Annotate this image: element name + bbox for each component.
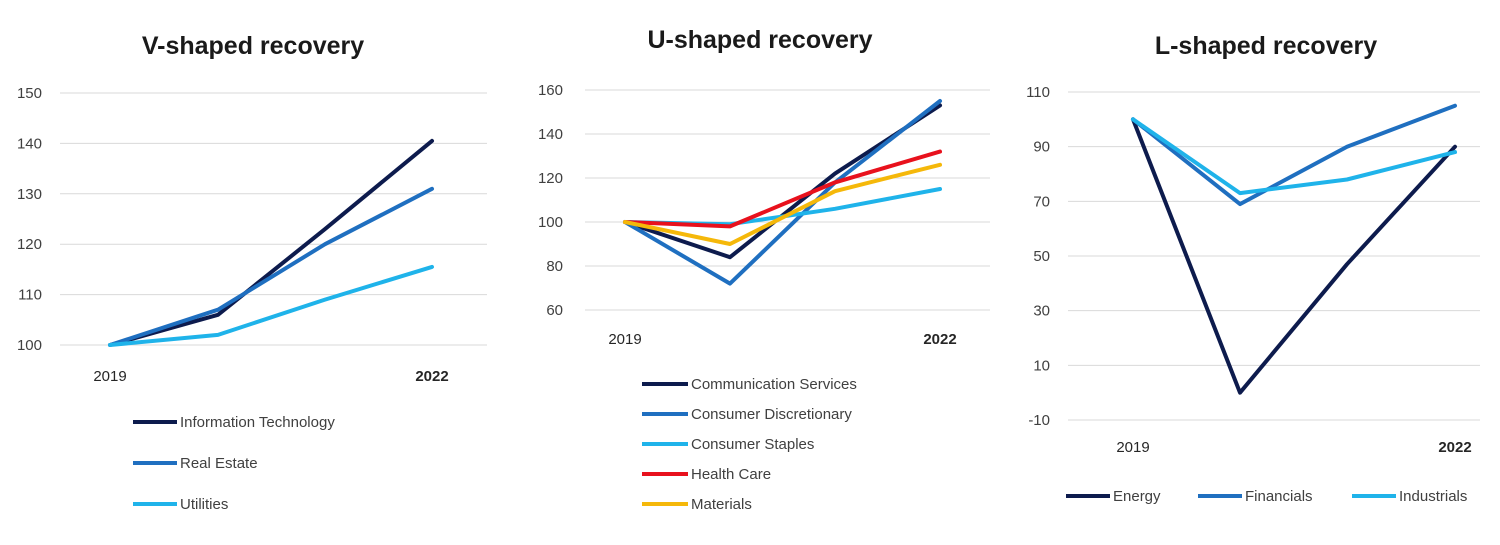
chart-1-legend: Information Technology Real Estate Utiliti… bbox=[133, 414, 335, 513]
chart-1-title: V-shaped recovery bbox=[142, 32, 364, 60]
chart-1-v-shaped-recovery: V-shaped recovery 100 110 120 130 140 150 2019 2… bbox=[17, 32, 487, 513]
chart-3-legend-label-financials: Financials bbox=[1245, 488, 1313, 505]
chart-3-y-tick-label: 70 bbox=[1033, 193, 1050, 210]
chart-2-y-tick-label: 160 bbox=[538, 82, 563, 99]
chart-3-x-tick-label: 2019 bbox=[1116, 439, 1149, 456]
chart-3-legend-label-industrials: Industrials bbox=[1399, 488, 1467, 505]
chart-3-series-energy bbox=[1131, 117, 1457, 395]
chart-2-series-consumer-discretionary bbox=[623, 99, 942, 286]
chart-1-y-tick-label: 140 bbox=[17, 135, 42, 152]
chart-2-y-tick-label: 140 bbox=[538, 126, 563, 143]
chart-2-series-materials bbox=[623, 162, 942, 246]
chart-2-series-health-care bbox=[623, 149, 942, 229]
chart-3-y-tick-label: 110 bbox=[1026, 84, 1050, 101]
chart-2-u-shaped-recovery: U-shaped recovery 60 80 100 120 140 160 2019 202… bbox=[538, 26, 990, 513]
chart-2-x-tick-label: 2022 bbox=[923, 331, 956, 348]
chart-3-y-tick-label: 50 bbox=[1033, 248, 1050, 265]
chart-3-y-tick-label: 90 bbox=[1033, 139, 1050, 156]
chart-3-title: L-shaped recovery bbox=[1155, 32, 1377, 60]
chart-3-legend: Energy Financials Industrials bbox=[1066, 488, 1467, 505]
chart-1-x-tick-label: 2019 bbox=[93, 368, 126, 385]
chart-1-x-tick-label: 2022 bbox=[415, 368, 448, 385]
chart-2-legend-label-communication-services: Communication Services bbox=[691, 376, 857, 393]
chart-2-legend: Communication Services Consumer Discretio… bbox=[642, 376, 857, 513]
chart-2-y-tick-label: 60 bbox=[546, 302, 563, 319]
chart-1-legend-label-information-technology: Information Technology bbox=[180, 414, 335, 431]
chart-2-legend-label-health-care: Health Care bbox=[691, 466, 771, 483]
chart-3-legend-label-energy: Energy bbox=[1113, 488, 1161, 505]
chart-3-y-tick-label: 30 bbox=[1033, 303, 1050, 320]
chart-1-series-real-estate bbox=[108, 186, 434, 347]
chart-2-legend-label-consumer-staples: Consumer Staples bbox=[691, 436, 814, 453]
chart-3-x-tick-label: 2022 bbox=[1438, 439, 1471, 456]
chart-1-y-tick-label: 120 bbox=[17, 236, 42, 253]
chart-2-legend-label-consumer-discretionary: Consumer Discretionary bbox=[691, 406, 852, 423]
chart-1-series-information-technology bbox=[108, 138, 434, 347]
chart-1-y-tick-label: 100 bbox=[17, 337, 42, 354]
chart-2-legend-label-materials: Materials bbox=[691, 496, 752, 513]
chart-1-legend-label-utilities: Utilities bbox=[180, 496, 228, 513]
chart-3-series-financials bbox=[1131, 103, 1457, 207]
chart-2-y-tick-label: 100 bbox=[538, 214, 563, 231]
chart-1-y-tick-label: 110 bbox=[18, 287, 42, 304]
chart-2-y-tick-label: 120 bbox=[538, 170, 563, 187]
chart-1-series-utilities bbox=[108, 264, 434, 347]
chart-2-y-tick-label: 80 bbox=[546, 258, 563, 275]
chart-2-title: U-shaped recovery bbox=[647, 26, 872, 54]
chart-1-legend-label-real-estate: Real Estate bbox=[180, 455, 258, 472]
chart-3-y-tick-label: 10 bbox=[1033, 357, 1050, 374]
chart-3-l-shaped-recovery: L-shaped recovery -10 10 30 50 70 90 110 2019 202… bbox=[1026, 32, 1480, 505]
chart-1-y-tick-label: 130 bbox=[17, 186, 42, 203]
chart-1-y-tick-label: 150 bbox=[17, 85, 42, 102]
chart-3-series-industrials bbox=[1131, 117, 1457, 196]
chart-3-y-tick-label: -10 bbox=[1028, 412, 1050, 429]
chart-2-x-tick-label: 2019 bbox=[608, 331, 641, 348]
